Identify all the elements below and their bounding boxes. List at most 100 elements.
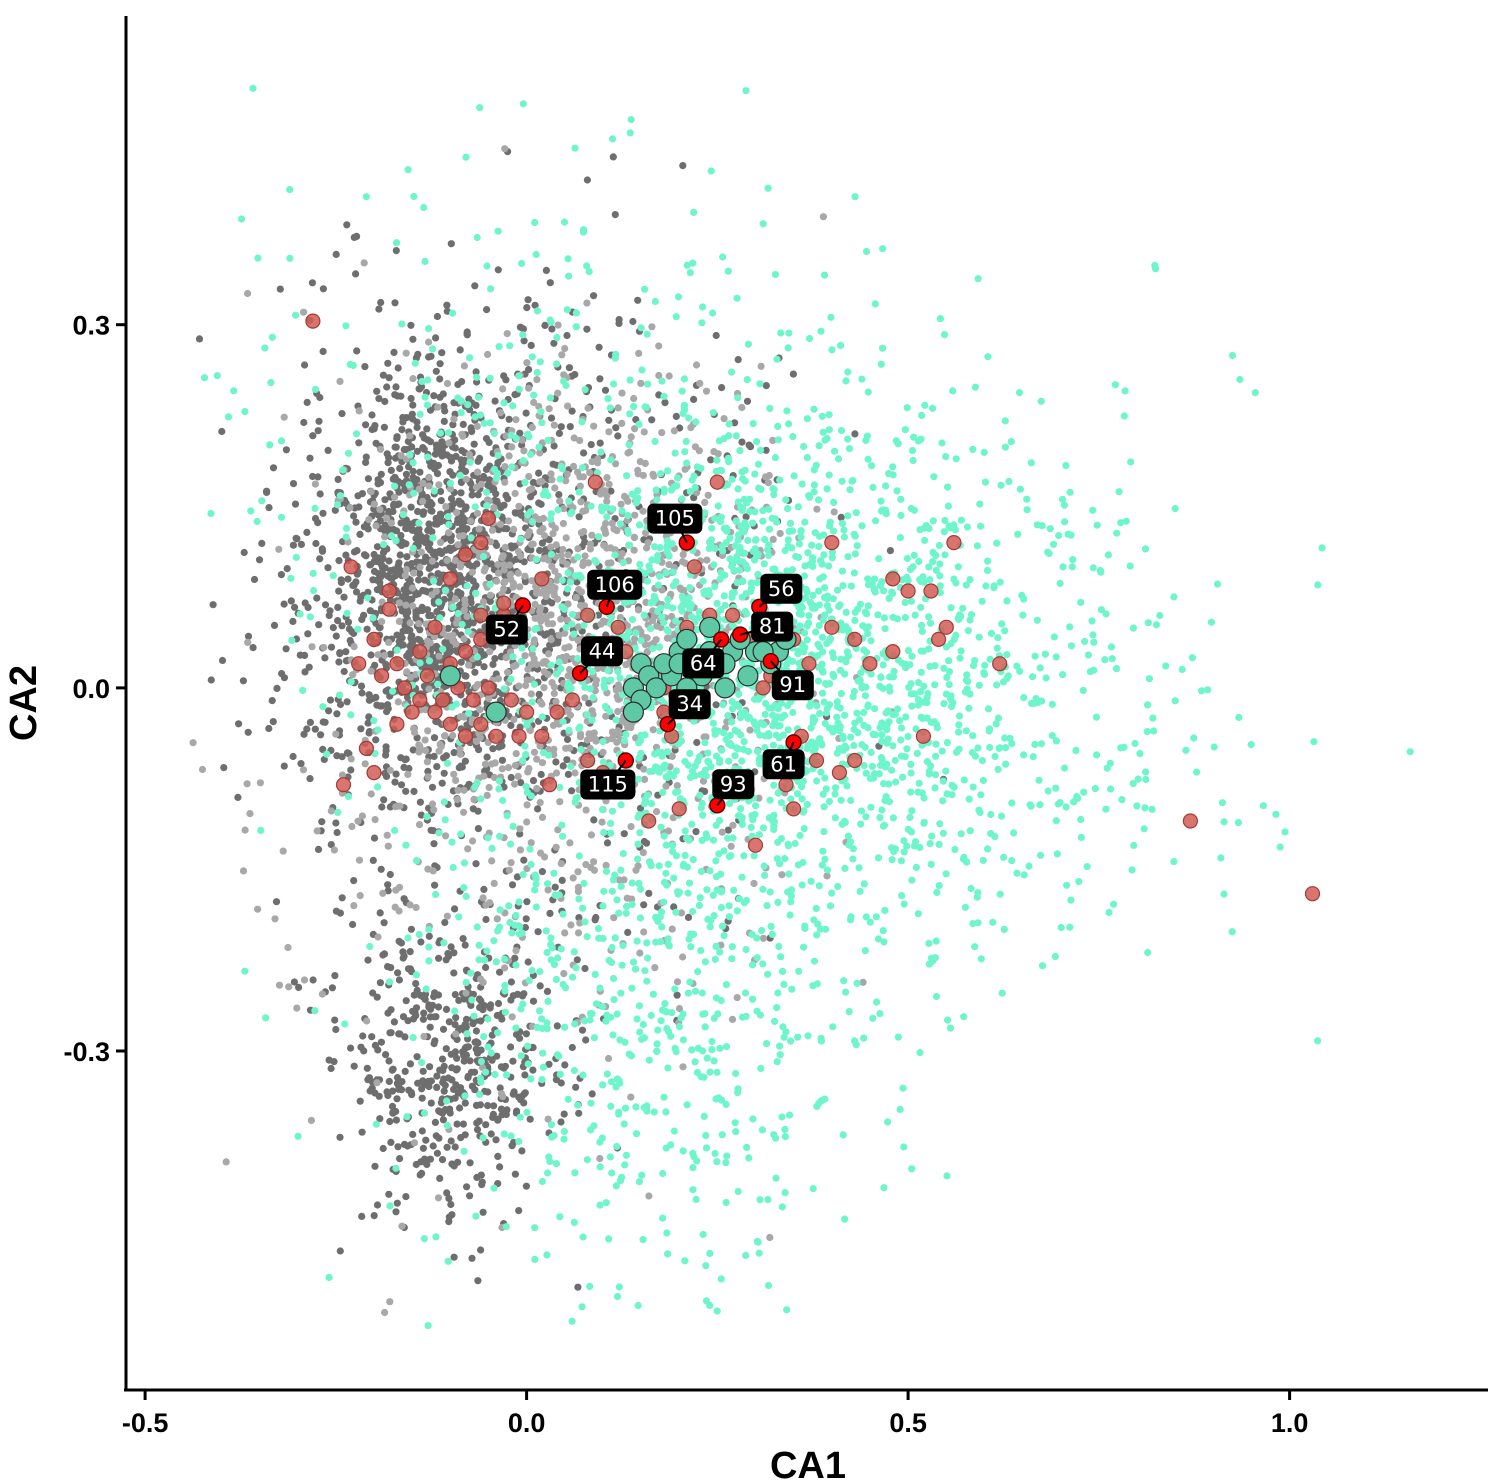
background-point [314, 473, 322, 481]
background-point [501, 463, 509, 471]
background-point [456, 572, 464, 580]
background-point [943, 1172, 951, 1180]
background-point [487, 560, 495, 568]
background-point [640, 428, 648, 436]
background-point [410, 787, 418, 796]
background-point [451, 1094, 459, 1102]
background-point [931, 784, 939, 792]
background-point [383, 514, 391, 522]
background-point [778, 871, 786, 879]
background-point [564, 402, 572, 410]
background-point [692, 828, 700, 836]
background-point [537, 408, 545, 416]
background-point [524, 531, 532, 540]
background-point [1058, 495, 1067, 503]
background-point [771, 270, 780, 279]
background-point [638, 366, 646, 374]
background-point [368, 411, 376, 419]
background-point [404, 437, 412, 446]
background-point [1059, 563, 1067, 571]
background-points [189, 84, 1414, 1330]
background-point [332, 907, 340, 915]
background-point [702, 387, 711, 395]
background-point [244, 728, 252, 736]
background-point [371, 661, 379, 669]
background-point [428, 500, 436, 508]
background-point [542, 266, 551, 274]
background-point [557, 615, 565, 623]
background-point [386, 1202, 394, 1210]
background-point [503, 668, 512, 676]
background-point [416, 569, 424, 578]
background-point [239, 867, 248, 875]
background-point [463, 612, 471, 621]
background-point [406, 619, 414, 627]
background-point [416, 468, 424, 476]
background-point [837, 619, 845, 627]
background-point [396, 566, 404, 575]
background-point [558, 576, 566, 584]
background-point [439, 1025, 448, 1033]
background-point [389, 1087, 397, 1095]
background-point [443, 1189, 451, 1197]
background-point [596, 439, 604, 447]
background-point [501, 981, 509, 990]
background-point [309, 569, 317, 578]
background-point [1027, 459, 1035, 467]
background-point [499, 1093, 507, 1101]
background-point [523, 304, 531, 312]
background-point [447, 1200, 455, 1209]
background-point [479, 1208, 487, 1216]
background-point [372, 693, 380, 702]
background-point [535, 499, 543, 507]
background-point [443, 632, 451, 640]
background-point [914, 696, 923, 704]
background-point [966, 576, 974, 584]
background-point [456, 745, 464, 753]
background-point [609, 153, 617, 161]
background-point [486, 538, 495, 546]
background-point [521, 578, 530, 586]
background-point [794, 861, 803, 869]
background-point [496, 409, 505, 417]
background-point [446, 485, 455, 493]
background-point [373, 1201, 382, 1209]
background-point [851, 1037, 859, 1045]
background-point [315, 417, 323, 425]
background-point [678, 387, 686, 395]
background-point [960, 1013, 968, 1021]
background-point [618, 1173, 626, 1181]
background-point [493, 1052, 501, 1060]
background-point [711, 583, 719, 591]
background-point [486, 591, 494, 599]
background-point [590, 866, 599, 874]
background-point [330, 846, 338, 854]
background-point [859, 978, 867, 986]
background-point [837, 690, 845, 698]
background-point [494, 1152, 502, 1160]
background-point [752, 536, 760, 544]
background-point [466, 1159, 474, 1167]
background-point [558, 351, 566, 359]
background-point [385, 1077, 393, 1085]
background-point [410, 1139, 418, 1147]
background-point [377, 865, 385, 873]
background-point [489, 745, 497, 753]
background-point [658, 429, 666, 437]
background-point [515, 1137, 523, 1146]
background-point [930, 718, 938, 726]
background-point [455, 913, 463, 921]
background-point [536, 604, 545, 612]
background-point [1228, 351, 1237, 360]
background-point [480, 1002, 488, 1010]
background-point [738, 438, 746, 446]
background-point [608, 807, 617, 815]
background-point [448, 1076, 456, 1084]
background-point [433, 1149, 441, 1157]
background-point [450, 415, 458, 423]
background-point [549, 460, 557, 468]
background-point [555, 429, 564, 437]
background-point [621, 1038, 629, 1046]
background-point [739, 577, 747, 585]
background-point [516, 429, 524, 437]
